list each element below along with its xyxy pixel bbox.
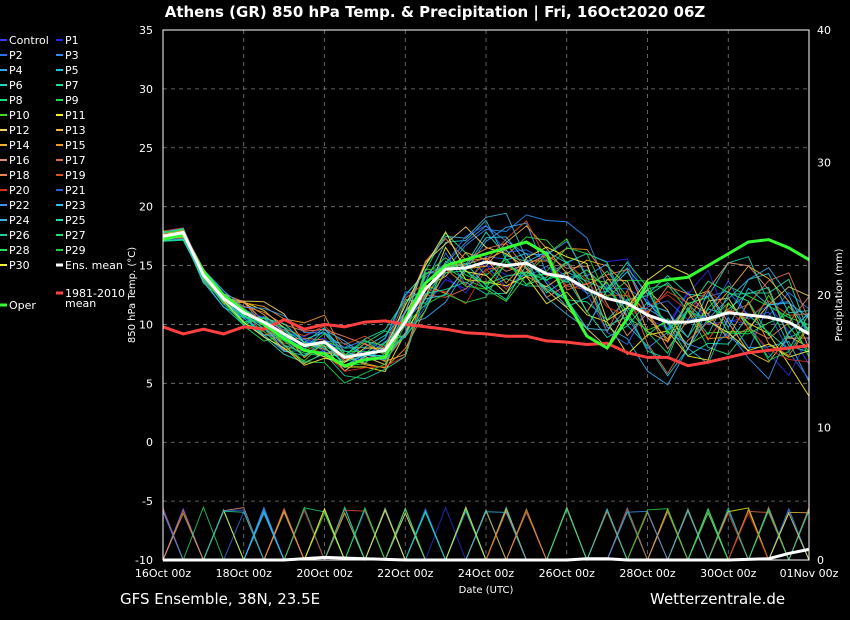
legend-p15-label: P15 bbox=[65, 139, 86, 152]
legend-p13-label: P13 bbox=[65, 124, 86, 137]
legend-p8-label: P8 bbox=[9, 94, 23, 107]
member-line-p28 bbox=[162, 228, 810, 358]
legend-climate-label-2: mean bbox=[65, 297, 96, 310]
member-line-p26 bbox=[162, 231, 810, 380]
plot-frame bbox=[162, 29, 810, 561]
x-tick-label: 22Oct 00z bbox=[377, 567, 434, 580]
y2-tick-label: 10 bbox=[817, 422, 831, 435]
chart-title: Athens (GR) 850 hPa Temp. & Precipitatio… bbox=[165, 3, 706, 22]
member-line-p14 bbox=[162, 225, 810, 362]
y2-tick-label: 0 bbox=[817, 554, 824, 567]
ens-mean-line bbox=[162, 230, 810, 359]
y2-tick-label: 20 bbox=[817, 289, 831, 302]
member-line-p10 bbox=[162, 229, 810, 362]
legend-p3-label: P3 bbox=[65, 49, 79, 62]
legend: Control P1 P2 P3 P4 P5 P6 P7 P8 P9 P10 P11 P12 P13 P14… bbox=[0, 34, 125, 312]
legend-p4-label: P4 bbox=[9, 64, 23, 77]
legend-p25-label: P25 bbox=[65, 214, 86, 227]
y-tick-label: 35 bbox=[139, 24, 153, 37]
member-line-p20 bbox=[162, 227, 810, 372]
legend-p16-label: P16 bbox=[9, 154, 30, 167]
legend-p28-label: P28 bbox=[9, 244, 30, 257]
legend-p19-label: P19 bbox=[65, 169, 86, 182]
x-axis-label: Date (UTC) bbox=[459, 585, 514, 596]
y2-axis-label: Precipitation (mm) bbox=[834, 248, 845, 341]
legend-p6-label: P6 bbox=[9, 79, 23, 92]
x-tick-label: 26Oct 00z bbox=[539, 567, 596, 580]
x-tick-label: 18Oct 00z bbox=[216, 567, 273, 580]
legend-p30-label: P30 bbox=[9, 259, 30, 272]
legend-p11-label: P11 bbox=[65, 109, 86, 122]
x-tick-label: 28Oct 00z bbox=[619, 567, 676, 580]
legend-p18-label: P18 bbox=[9, 169, 30, 182]
legend-p12-label: P12 bbox=[9, 124, 30, 137]
x-tick-label: 24Oct 00z bbox=[458, 567, 515, 580]
legend-p5-label: P5 bbox=[65, 64, 79, 77]
footer-left: GFS Ensemble, 38N, 23.5E bbox=[120, 590, 320, 608]
legend-p7-label: P7 bbox=[65, 79, 79, 92]
legend-p27-label: P27 bbox=[65, 229, 86, 242]
x-tick-label: 01Nov 00z bbox=[780, 567, 839, 580]
y2-tick-label: 30 bbox=[817, 157, 831, 170]
legend-ens-mean-label: Ens. mean bbox=[65, 259, 123, 272]
legend-climate-label-1: 1981-2010 bbox=[65, 287, 125, 300]
member-line-p27 bbox=[162, 235, 810, 357]
member-lines bbox=[162, 212, 810, 397]
legend-oper-label: Oper bbox=[9, 299, 36, 312]
member-line-p22 bbox=[162, 225, 810, 380]
y-tick-label: 5 bbox=[146, 377, 153, 390]
legend-p20-label: P20 bbox=[9, 184, 30, 197]
y-tick-label: -10 bbox=[135, 554, 153, 567]
legend-p23-label: P23 bbox=[65, 199, 86, 212]
y-tick-labels: -10 -5 0 5 10 15 20 25 30 35 bbox=[135, 24, 153, 567]
y-tick-label: 25 bbox=[139, 142, 153, 155]
y-tick-label: -5 bbox=[142, 495, 153, 508]
legend-p22-label: P22 bbox=[9, 199, 30, 212]
legend-p2-label: P2 bbox=[9, 49, 23, 62]
legend-p9-label: P9 bbox=[65, 94, 79, 107]
y-tick-label: 20 bbox=[139, 201, 153, 214]
footer-right: Wetterzentrale.de bbox=[650, 590, 785, 608]
legend-p24-label: P24 bbox=[9, 214, 30, 227]
member-line-p25 bbox=[162, 238, 810, 363]
y2-tick-label: 40 bbox=[817, 24, 831, 37]
legend-p26-label: P26 bbox=[9, 229, 30, 242]
y-tick-label: 15 bbox=[139, 260, 153, 273]
legend-p29-label: P29 bbox=[65, 244, 86, 257]
y-tick-label: 30 bbox=[139, 83, 153, 96]
legend-p1-label: P1 bbox=[65, 34, 79, 47]
legend-p17-label: P17 bbox=[65, 154, 86, 167]
oper-line bbox=[162, 233, 810, 368]
x-tick-labels: 16Oct 00z 18Oct 00z 20Oct 00z 22Oct 00z 24Oc… bbox=[135, 567, 839, 580]
y-tick-label: 0 bbox=[146, 436, 153, 449]
y2-tick-labels: 0 10 20 30 40 bbox=[817, 24, 831, 567]
x-tick-label: 30Oct 00z bbox=[700, 567, 757, 580]
legend-p14-label: P14 bbox=[9, 139, 30, 152]
y-tick-label: 10 bbox=[139, 318, 153, 331]
x-tick-label: 20Oct 00z bbox=[296, 567, 353, 580]
y-axis-label: 850 hPa Temp. (°C) bbox=[127, 247, 138, 343]
legend-p21-label: P21 bbox=[65, 184, 86, 197]
member-line-p30 bbox=[162, 230, 810, 366]
legend-control-label: Control bbox=[9, 34, 49, 47]
x-tick-label: 16Oct 00z bbox=[135, 567, 192, 580]
legend-p10-label: P10 bbox=[9, 109, 30, 122]
